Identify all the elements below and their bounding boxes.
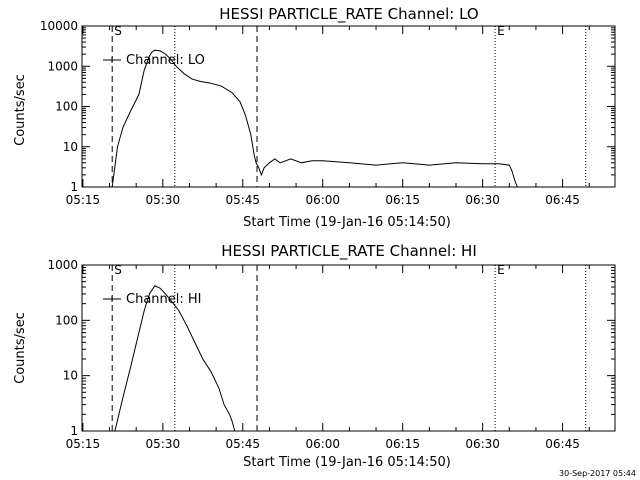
x-tick-label: 06:45 xyxy=(545,193,580,207)
y-axis-label: Counts/sec xyxy=(13,74,28,146)
x-tick-label: 05:15 xyxy=(66,193,101,207)
x-tick-label: 05:15 xyxy=(66,437,101,451)
y-tick-label: 1 xyxy=(70,424,78,438)
plot-frame xyxy=(81,264,616,432)
marker-label: S xyxy=(114,263,122,277)
y-tick-label: 1000 xyxy=(47,258,78,272)
x-tick-label: 06:15 xyxy=(385,193,420,207)
y-tick-label: 100 xyxy=(55,100,78,114)
x-axis-label: Start Time (19-Jan-16 05:14:50) xyxy=(243,215,451,230)
y-tick-label: 100 xyxy=(55,313,78,327)
x-tick-label: 06:45 xyxy=(545,437,580,451)
y-tick-label: 10 xyxy=(63,140,78,154)
series-line xyxy=(111,49,518,188)
series-line xyxy=(114,285,236,432)
legend-label: Channel: HI xyxy=(126,292,202,307)
x-tick-label: 05:30 xyxy=(146,193,181,207)
x-tick-label: 05:30 xyxy=(146,437,181,451)
x-tick-label: 06:00 xyxy=(305,437,340,451)
marker-label: E xyxy=(497,24,505,38)
y-tick-label: 1000 xyxy=(47,59,78,73)
y-axis-label: Counts/sec xyxy=(13,312,28,384)
x-axis-label: Start Time (19-Jan-16 05:14:50) xyxy=(243,455,451,470)
x-tick-label: 06:15 xyxy=(385,437,420,451)
x-tick-label: 06:30 xyxy=(465,437,500,451)
chart-title: HESSI PARTICLE_RATE Channel: HI xyxy=(221,242,477,261)
x-tick-label: 05:45 xyxy=(225,193,260,207)
chart-title: HESSI PARTICLE_RATE Channel: LO xyxy=(219,5,478,24)
date-stamp: 30-Sep-2017 05:44 xyxy=(559,469,636,478)
x-tick-label: 06:30 xyxy=(465,193,500,207)
chart-panel-lo: HESSI PARTICLE_RATE Channel: LO Counts/s… xyxy=(13,5,616,230)
legend-label: Channel: LO xyxy=(126,53,205,68)
marker-label: S xyxy=(114,24,122,38)
chart-panel-hi: HESSI PARTICLE_RATE Channel: HI Counts/s… xyxy=(13,242,616,470)
x-tick-label: 05:45 xyxy=(225,437,260,451)
x-tick-label: 06:00 xyxy=(305,193,340,207)
y-tick-label: 10000 xyxy=(40,19,78,33)
y-tick-label: 10 xyxy=(63,369,78,383)
y-tick-label: 1 xyxy=(70,180,78,194)
marker-label: E xyxy=(497,263,505,277)
